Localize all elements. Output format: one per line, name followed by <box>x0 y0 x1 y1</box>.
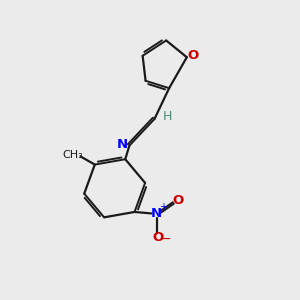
Text: −: − <box>160 232 171 246</box>
Text: H: H <box>163 110 172 123</box>
Text: +: + <box>159 202 167 212</box>
Text: CH₃: CH₃ <box>62 150 83 160</box>
Text: O: O <box>187 49 198 62</box>
Text: O: O <box>172 194 184 207</box>
Text: N: N <box>151 207 162 220</box>
Text: O: O <box>152 231 164 244</box>
Text: N: N <box>116 138 128 151</box>
